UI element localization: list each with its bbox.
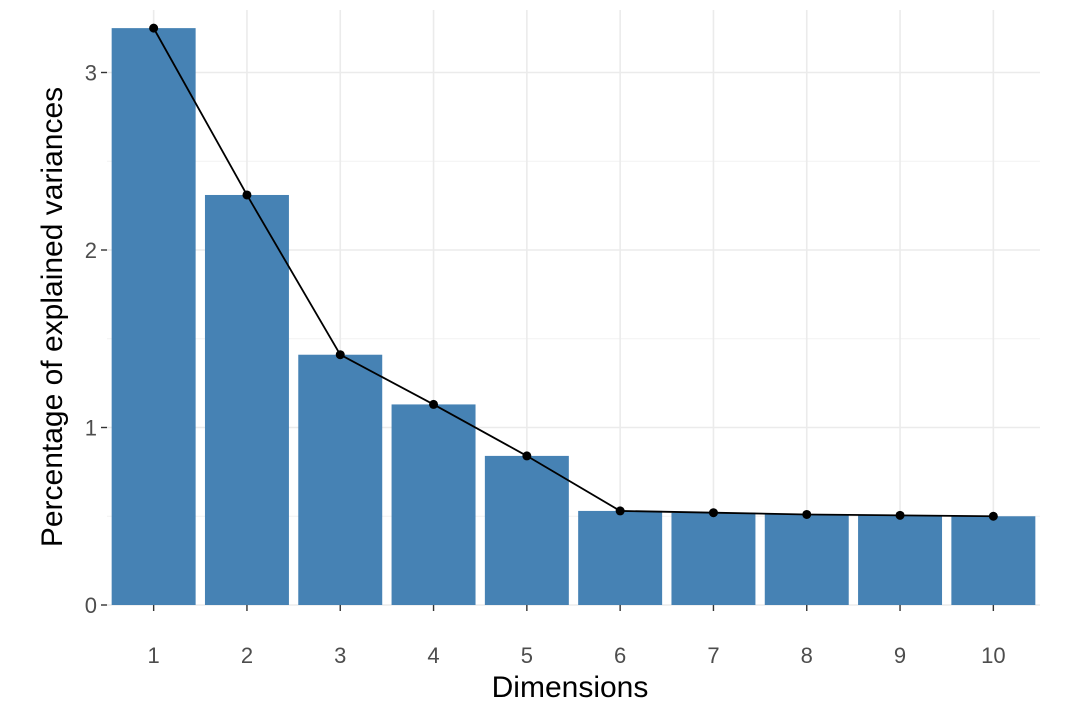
- point-8: [802, 509, 812, 519]
- bar-4: [391, 404, 476, 605]
- line-overlay: [149, 23, 998, 521]
- point-2: [242, 190, 252, 200]
- x-tick-label: 2: [241, 643, 253, 668]
- point-6: [615, 506, 625, 516]
- point-4: [429, 399, 439, 409]
- bar-5: [484, 455, 569, 605]
- x-tick-label: 9: [894, 643, 906, 668]
- y-tick-label: 1: [85, 416, 97, 441]
- x-axis: 1 2 3 4 5 6 7 8 9 10: [148, 605, 1006, 668]
- x-tick-label: 6: [614, 643, 626, 668]
- x-tick-label: 7: [707, 643, 719, 668]
- y-axis: 0 1 2 3: [85, 61, 107, 618]
- x-axis-title: Dimensions: [492, 671, 649, 704]
- x-tick-label: 1: [148, 643, 160, 668]
- x-tick-label: 10: [981, 643, 1005, 668]
- point-1: [149, 23, 159, 33]
- x-tick-label: 3: [334, 643, 346, 668]
- y-tick-label: 0: [85, 593, 97, 618]
- variance-line: [152, 27, 994, 518]
- bar-3: [298, 354, 383, 605]
- bar-7: [671, 512, 756, 605]
- point-7: [708, 508, 718, 518]
- x-tick-label: 5: [521, 643, 533, 668]
- bar-1: [111, 28, 196, 605]
- x-tick-label: 8: [801, 643, 813, 668]
- y-tick-label: 2: [85, 238, 97, 263]
- y-axis-title: Percentage of explained variances: [36, 87, 69, 547]
- point-5: [522, 451, 532, 461]
- point-3: [335, 350, 345, 360]
- bar-2: [204, 194, 289, 605]
- bar-9: [858, 515, 943, 605]
- bar-8: [764, 514, 849, 605]
- point-9: [895, 510, 905, 520]
- bar-series: [111, 28, 1036, 605]
- y-tick-label: 3: [85, 61, 97, 86]
- bar-10: [951, 516, 1036, 605]
- bar-6: [578, 510, 663, 605]
- x-tick-label: 4: [427, 643, 439, 668]
- point-10: [988, 511, 998, 521]
